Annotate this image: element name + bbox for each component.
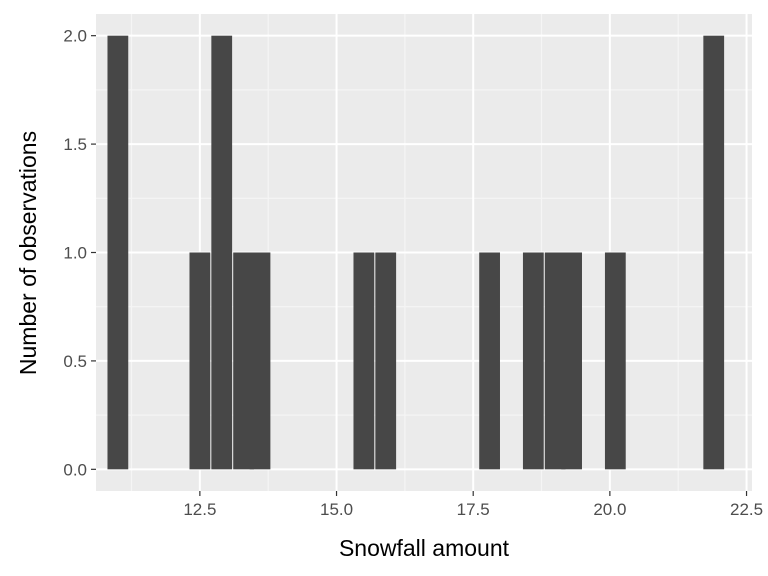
histogram-bar bbox=[479, 252, 500, 470]
histogram-bar bbox=[522, 252, 544, 470]
x-axis: 12.5 15.0 17.5 20.0 22.5 bbox=[183, 491, 763, 519]
y-tick-label: 0.0 bbox=[63, 460, 87, 479]
y-tick-label: 0.5 bbox=[63, 352, 87, 371]
histogram-bar bbox=[703, 35, 725, 470]
y-tick-label: 1.5 bbox=[63, 135, 87, 154]
x-axis-title: Snowfall amount bbox=[339, 535, 510, 561]
y-tick-label: 1.0 bbox=[63, 244, 87, 263]
histogram-bar bbox=[107, 35, 129, 470]
y-tick-label: 2.0 bbox=[63, 27, 87, 46]
y-axis: 0.0 0.5 1.0 1.5 2.0 bbox=[63, 27, 96, 479]
x-tick-label: 15.0 bbox=[320, 500, 353, 519]
histogram-bar bbox=[249, 252, 271, 470]
histogram-bar bbox=[353, 252, 375, 470]
histogram-bar bbox=[211, 35, 233, 470]
y-axis-title: Number of observations bbox=[15, 131, 41, 375]
x-tick-label: 17.5 bbox=[457, 500, 490, 519]
histogram-bar bbox=[604, 252, 626, 470]
histogram-bar bbox=[375, 252, 397, 470]
x-tick-label: 22.5 bbox=[730, 500, 763, 519]
histogram-bar bbox=[233, 252, 254, 470]
histogram-bar bbox=[544, 252, 566, 470]
histogram-bar bbox=[189, 252, 211, 470]
x-tick-label: 20.0 bbox=[593, 500, 626, 519]
x-tick-label: 12.5 bbox=[183, 500, 216, 519]
histogram-bar bbox=[561, 252, 582, 470]
histogram-bars bbox=[107, 35, 725, 470]
